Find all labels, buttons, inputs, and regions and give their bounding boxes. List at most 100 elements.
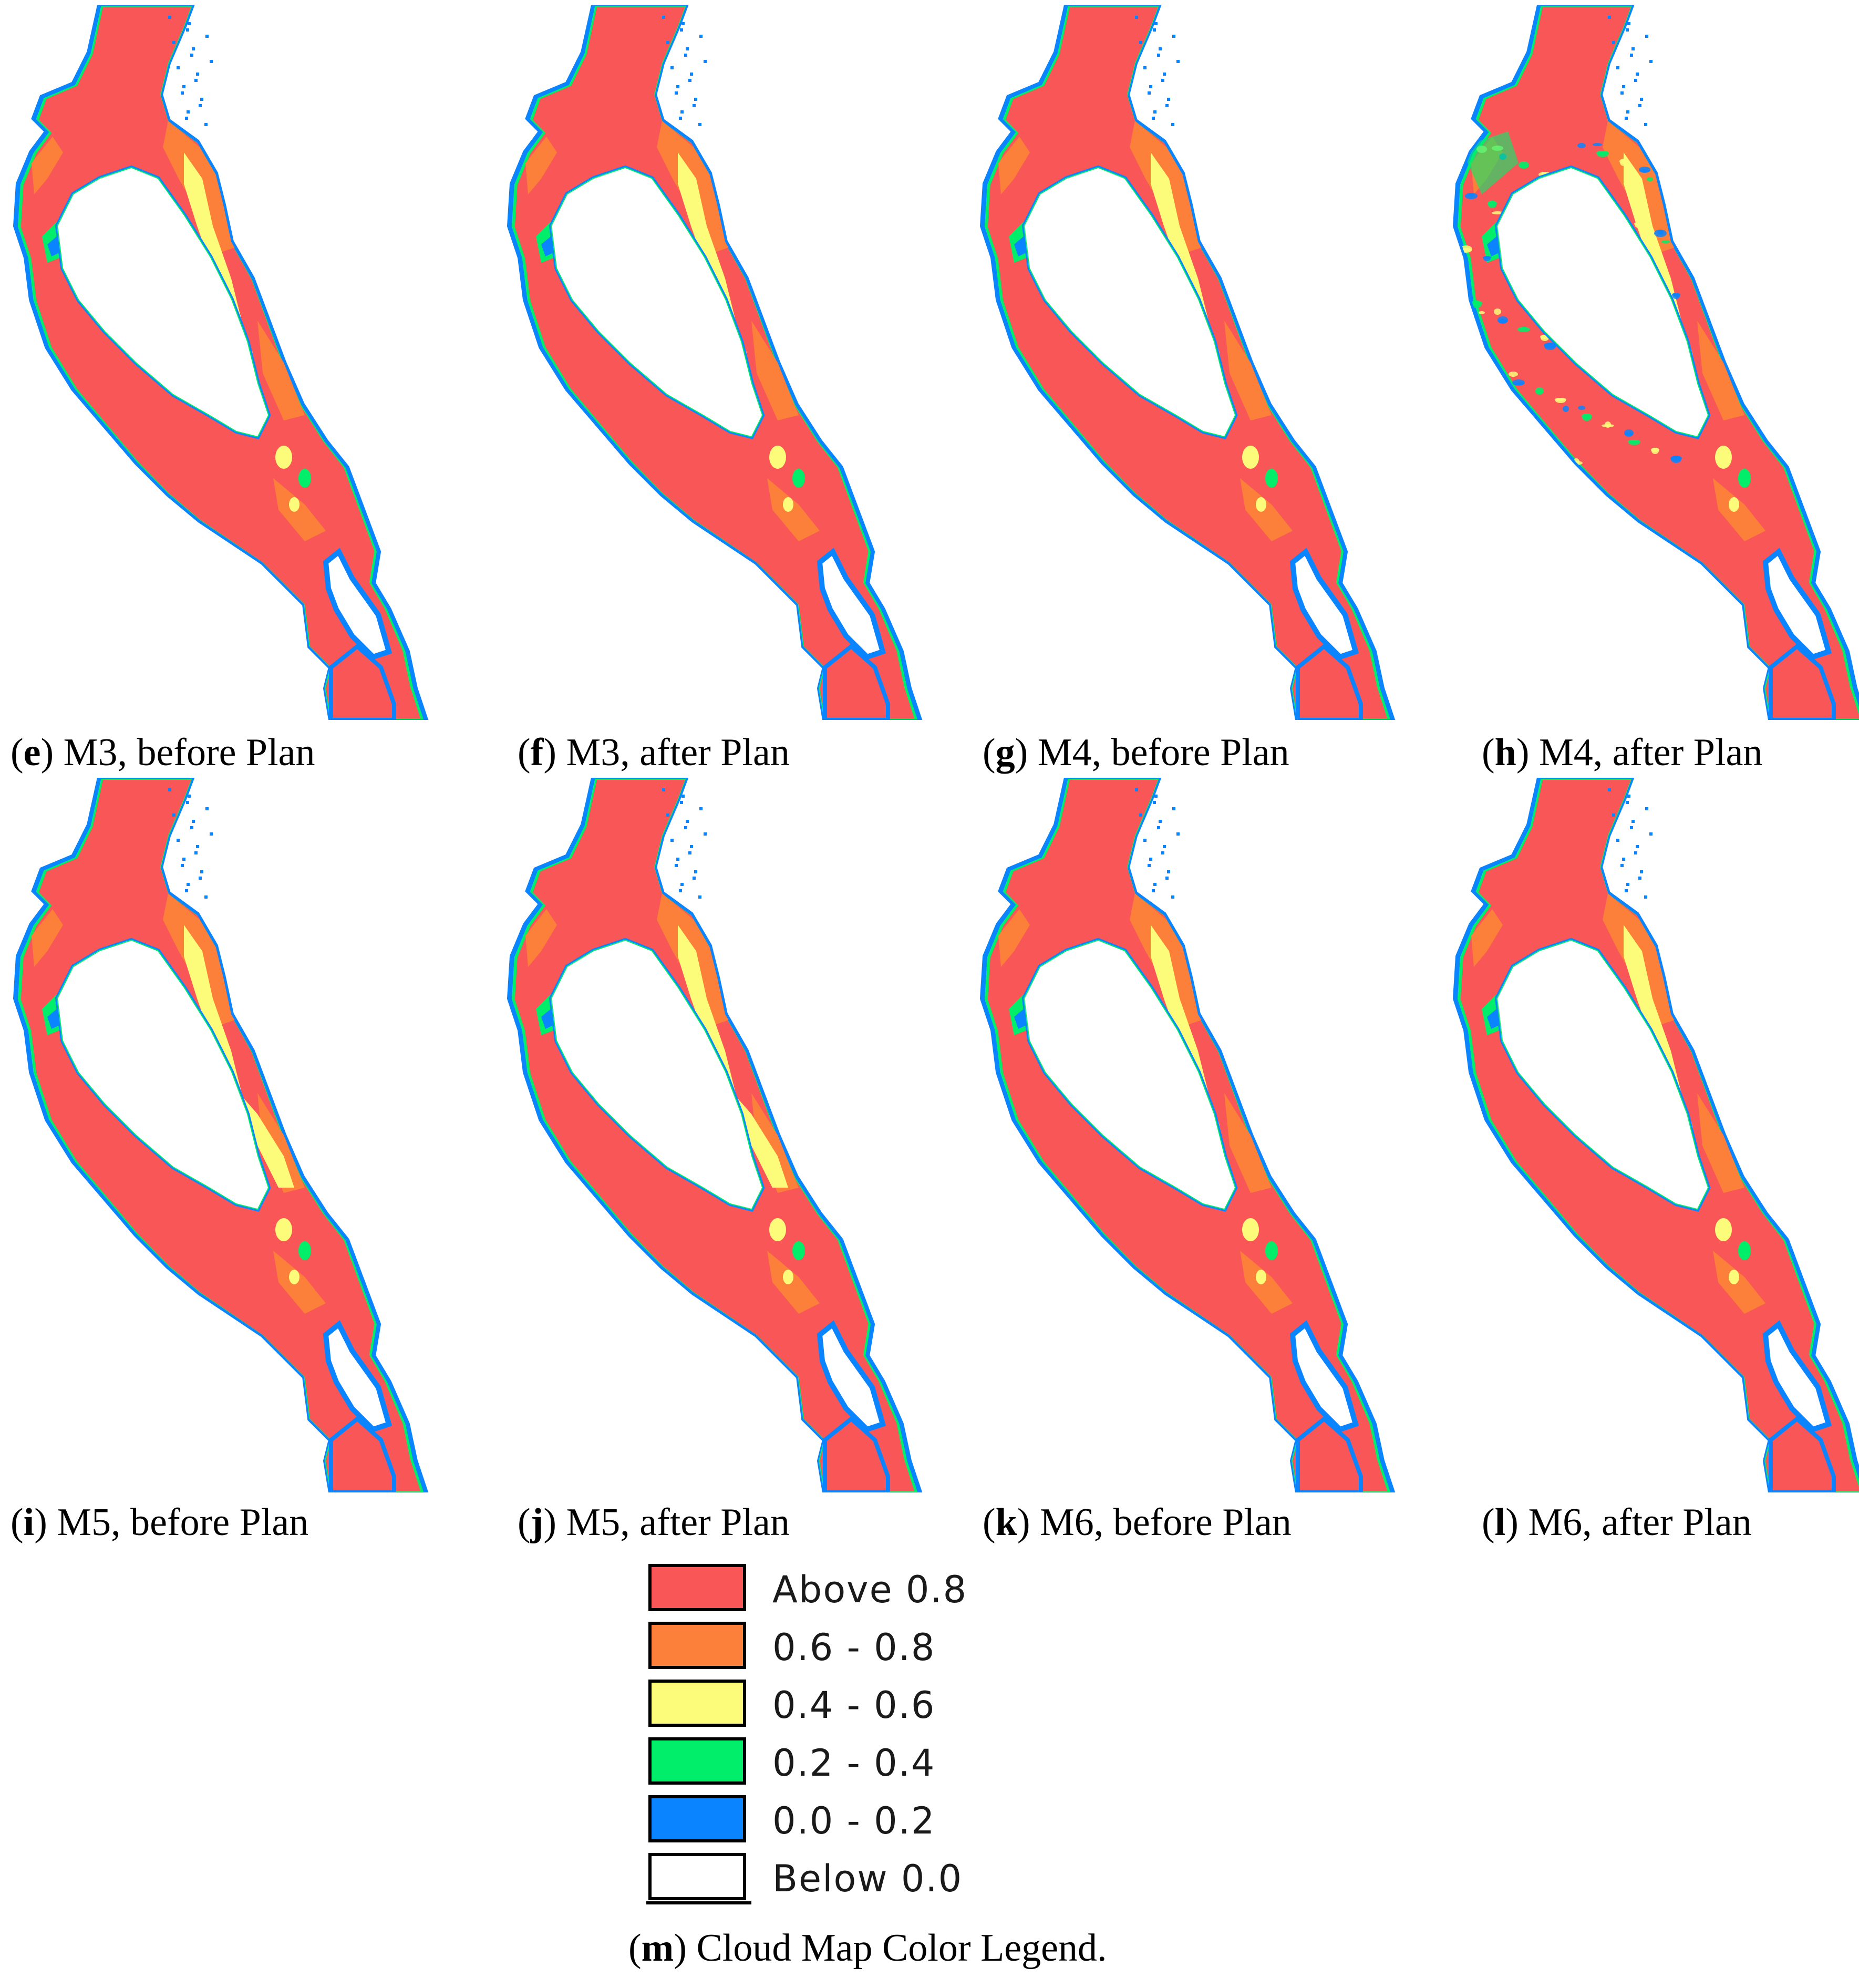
bar-yellow [1624,152,1681,323]
noise-mark [1577,143,1586,148]
shoal-orange [1240,478,1293,541]
bank-dot [676,858,679,861]
bank-dot [670,839,674,842]
bank-dot [1171,123,1174,126]
bank-dot [1626,883,1629,886]
bank-dot [679,117,682,120]
island [1497,168,1708,436]
shoal-orange [767,1251,820,1314]
noise-mark [1666,185,1676,188]
noise-mark [1512,379,1525,386]
bank-dot [680,28,683,32]
bank-dot [1152,889,1155,892]
caption-letter: m [641,1927,674,1970]
bank-dot [177,839,180,842]
noise-mark [1504,427,1512,432]
river-map-svg [979,778,1396,1492]
noise-mark [1582,414,1592,419]
legend-label: 0.6 - 0.8 [772,1626,936,1669]
bar-yellow [1151,925,1209,1096]
caption-text: ) M4, after Plan [1516,731,1763,774]
legend-row: 0.2 - 0.4 [646,1734,1014,1787]
shoal-orange [751,321,799,420]
bank-dot [168,788,171,791]
bank-dot [1634,851,1637,854]
bank-dot [662,16,665,19]
legend-row: Below 0.0 [646,1850,1014,1902]
bar-yellow [184,152,242,323]
noise-mark [1504,427,1512,430]
map-panel-l [1450,778,1859,1492]
island [58,168,268,436]
bank-dot [1167,98,1170,101]
bank-dot [684,826,687,829]
noise-mark [1550,450,1561,457]
bar-yellow [1624,925,1681,1096]
bank-dot [1149,85,1152,88]
map-panel-i [11,778,431,1492]
bank-dot [181,864,184,867]
bank-dot [187,883,190,886]
bank-dot [694,98,697,101]
caption-f: (f) M3, after Plan [518,731,790,774]
caption-text: ) M5, before Plan [34,1501,309,1544]
noise-mark [1488,201,1497,206]
bank-dot [1640,870,1643,873]
noise-mark [1497,316,1508,324]
noise-mark [1531,442,1538,448]
bank-dot [1626,801,1629,804]
bank-dot [1631,820,1635,823]
noise-mark [1468,193,1474,197]
bank-dot [192,820,195,823]
legend-caption: (m) Cloud Map Color Legend. [628,1927,1107,1970]
spot-green [1265,1241,1278,1260]
spot-green [1738,469,1751,488]
bank-dot [1157,826,1160,829]
shoal-orange [1713,1251,1765,1314]
shoal-orange [1697,1093,1744,1193]
downstream-lobe [823,1416,890,1492]
legend-row: 0.0 - 0.2 [646,1792,1014,1845]
river-map-svg [507,5,923,720]
caption-text: ) M3, before Plan [40,731,315,774]
bank-dot [1143,839,1147,842]
bank-dot [1176,832,1180,836]
bank-dot [205,35,209,38]
bank-dot [704,60,707,63]
bank-dot [196,845,199,848]
bank-dot [1161,79,1164,82]
island [58,941,268,1209]
bank-dot [1627,795,1630,798]
map-panel-j [504,778,925,1492]
legend-row: 0.4 - 0.6 [646,1676,1014,1729]
island [1025,941,1235,1209]
bank-dot [1165,104,1169,107]
bar-yellow [1715,1218,1732,1241]
bank-dot [186,801,189,804]
bank-dot [690,845,693,848]
noise-mark [1521,327,1527,330]
bank-dot [1636,845,1639,848]
map-panel-k [977,778,1398,1492]
bank-dot [199,104,202,107]
bank-dot [199,877,202,880]
legend-swatch [648,1680,746,1727]
noise-mark [1481,416,1493,424]
bank-dot [1159,820,1162,823]
noise-mark [1672,293,1680,297]
bank-dot [1625,889,1628,892]
bar-yellow [783,1270,793,1284]
bank-dot [1631,47,1635,50]
caption-text: ) M5, after Plan [543,1501,790,1544]
bank-dot [190,54,193,57]
bank-dot [182,85,185,88]
downstream-lobe [1296,1416,1363,1492]
legend-label: 0.2 - 0.4 [772,1742,936,1785]
bank-dot [1626,110,1629,114]
bank-dot [182,858,185,861]
caption-g: (g) M4, before Plan [983,731,1289,774]
spot-green [1738,1241,1751,1260]
shoal-orange [1713,478,1765,541]
bar-yellow [1729,1270,1739,1284]
noise-mark [1494,308,1501,315]
